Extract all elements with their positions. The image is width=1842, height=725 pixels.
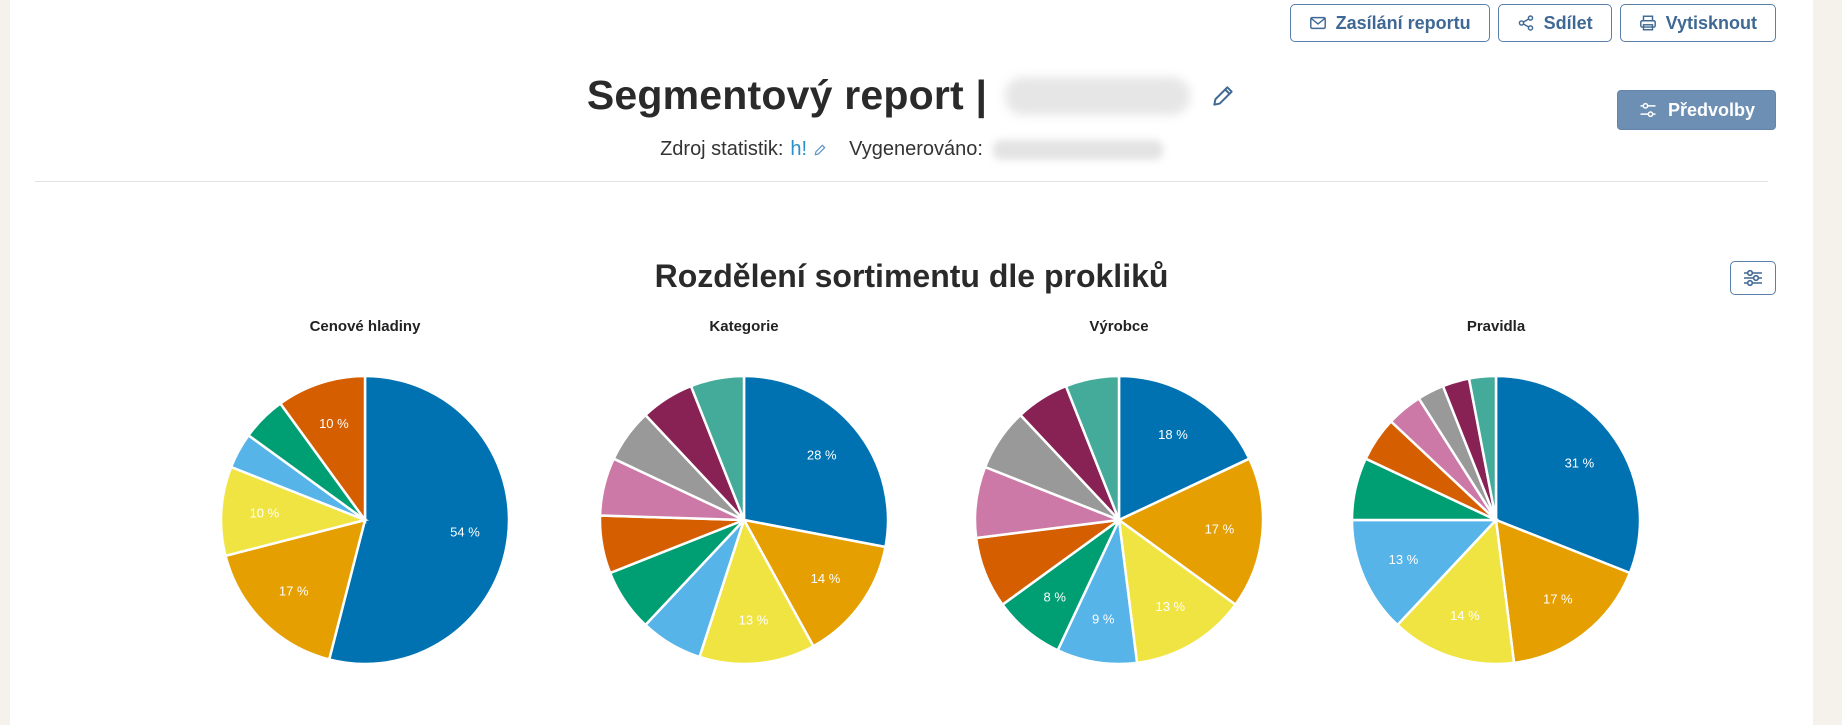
pie-rules-label-2: 14 %	[1450, 608, 1480, 623]
print-label: Vytisknout	[1665, 12, 1757, 33]
page-title: Segmentový report |	[586, 72, 988, 118]
pie-rules-slice-1[interactable]	[1494, 518, 1632, 665]
pie-categories-slice-1[interactable]	[741, 518, 887, 648]
chart-title-manufacturers: Výrobce	[1089, 318, 1149, 335]
report-mailing-button[interactable]: Zasílání reportu	[1289, 4, 1490, 42]
pencil-icon[interactable]	[813, 143, 827, 157]
pie-price-levels-slice-2[interactable]	[219, 465, 370, 558]
pie-manufacturers-slice-2[interactable]	[1117, 517, 1238, 665]
pie-manufacturers-label-3: 9 %	[1092, 612, 1115, 627]
pie-categories-slice-7[interactable]	[612, 413, 745, 522]
pie-rules-label-1: 17 %	[1543, 592, 1573, 607]
pie-manufacturers-label-1: 17 %	[1205, 522, 1235, 537]
report-actions: Zasílání reportu Sdílet Vytisknout	[1289, 4, 1776, 42]
report-meta: Zdroj statistik: h! Vygenerováno:	[10, 138, 1813, 161]
pie-price-levels-slice-4[interactable]	[246, 401, 367, 522]
pie-price-levels-label-1: 17 %	[279, 583, 309, 598]
pie-categories-label-2: 13 %	[739, 612, 769, 627]
pie-rules-slice-4[interactable]	[1350, 457, 1497, 522]
page-header: Segmentový report |	[10, 72, 1813, 119]
pie-categories-label-0: 28 %	[807, 448, 837, 463]
pie-rules-slice-0[interactable]	[1494, 374, 1642, 575]
chart-title-rules: Pravidla	[1466, 318, 1526, 335]
pie-categories-slice-5[interactable]	[598, 514, 745, 575]
pie-categories-slice-4[interactable]	[608, 518, 745, 627]
chart-settings-button[interactable]	[1730, 261, 1776, 295]
pie-manufacturers-label-2: 13 %	[1155, 599, 1185, 614]
sliders-icon	[1640, 102, 1656, 118]
pie-rules-slice-8[interactable]	[1441, 377, 1498, 521]
pie-manufacturers-slice-5[interactable]	[974, 518, 1120, 607]
pie-manufacturers-slice-9[interactable]	[1064, 374, 1121, 521]
pie-categories-slice-8[interactable]	[643, 384, 746, 521]
section-title: Rozdělení sortimentu dle prokliků	[654, 258, 1169, 294]
pie-price-levels-label-5: 10 %	[319, 416, 349, 431]
pie-price-levels-label-2: 10 %	[250, 506, 280, 521]
pie-manufacturers-slice-6[interactable]	[973, 465, 1120, 540]
chart-title-categories: Kategorie	[709, 318, 779, 335]
header-divider	[35, 181, 1768, 182]
pie-price-levels-slice-5[interactable]	[278, 374, 367, 524]
redacted-shop-name	[1005, 76, 1191, 115]
pie-price-levels-slice-1[interactable]	[223, 518, 367, 662]
share-button[interactable]: Sdílet	[1497, 4, 1612, 42]
pie-rules-slice-3[interactable]	[1350, 518, 1499, 627]
share-icon	[1518, 15, 1533, 31]
pie-categories-slice-2[interactable]	[697, 516, 816, 666]
pie-manufacturers-slice-3[interactable]	[1056, 515, 1139, 666]
pie-categories-slice-6[interactable]	[598, 457, 745, 522]
pie-categories-slice-3[interactable]	[643, 519, 746, 659]
pie-manufacturers-slice-0[interactable]	[1117, 374, 1251, 522]
pencil-icon[interactable]	[1210, 83, 1236, 109]
pie-rules-slice-7[interactable]	[1417, 384, 1498, 521]
pie-price-levels-label-0: 54 %	[450, 525, 480, 540]
pie-rules-label-0: 31 %	[1565, 455, 1595, 470]
sliders-icon	[1744, 269, 1762, 287]
pie-manufacturers-slice-1[interactable]	[1116, 457, 1265, 607]
presets-button[interactable]: Předvolby	[1616, 90, 1776, 130]
redacted-generated-date	[992, 139, 1163, 160]
pie-rules-slice-2[interactable]	[1395, 517, 1516, 666]
report-mailing-label: Zasílání reportu	[1335, 12, 1471, 33]
pie-rules-slice-9[interactable]	[1467, 374, 1498, 521]
stats-source-value: h!	[790, 138, 808, 160]
pie-manufacturers-label-0: 18 %	[1158, 427, 1188, 442]
report-page: Zasílání reportu Sdílet Vytisknout Segme…	[10, 0, 1813, 725]
pie-manufacturers-slice-7[interactable]	[983, 413, 1120, 522]
generated-label: Vygenerováno:	[849, 138, 983, 160]
pie-rules-label-3: 13 %	[1389, 552, 1419, 567]
presets-label: Předvolby	[1667, 99, 1755, 120]
chart-title-price-levels: Cenové hladiny	[309, 318, 421, 335]
pie-rules-slice-5[interactable]	[1364, 419, 1497, 522]
print-button[interactable]: Vytisknout	[1619, 4, 1776, 42]
pie-rules-slice-6[interactable]	[1389, 396, 1498, 521]
pie-price-levels-slice-0[interactable]	[327, 374, 511, 666]
pie-manufacturers-label-4: 8 %	[1043, 590, 1066, 605]
pie-categories-slice-0[interactable]	[742, 374, 890, 549]
pie-manufacturers-slice-4[interactable]	[1000, 518, 1121, 652]
printer-icon	[1639, 15, 1656, 31]
stats-source-label: Zdroj statistik:	[660, 138, 784, 160]
pie-categories-slice-9[interactable]	[689, 374, 746, 521]
envelope-icon	[1309, 16, 1326, 30]
share-label: Sdílet	[1543, 12, 1593, 33]
pie-manufacturers-slice-8[interactable]	[1018, 384, 1121, 521]
pie-categories-label-1: 14 %	[811, 571, 841, 586]
pie-price-levels-slice-3[interactable]	[229, 433, 366, 522]
